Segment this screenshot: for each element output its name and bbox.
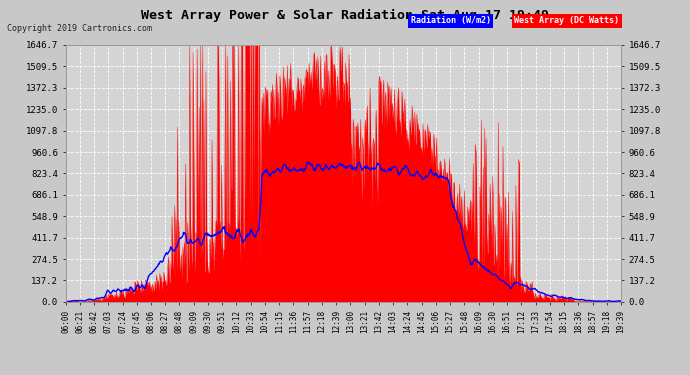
Text: Copyright 2019 Cartronics.com: Copyright 2019 Cartronics.com [7,24,152,33]
Text: West Array (DC Watts): West Array (DC Watts) [514,16,619,25]
Text: West Array Power & Solar Radiation Sat Aug 17 19:49: West Array Power & Solar Radiation Sat A… [141,9,549,22]
Text: Radiation (W/m2): Radiation (W/m2) [411,16,491,25]
